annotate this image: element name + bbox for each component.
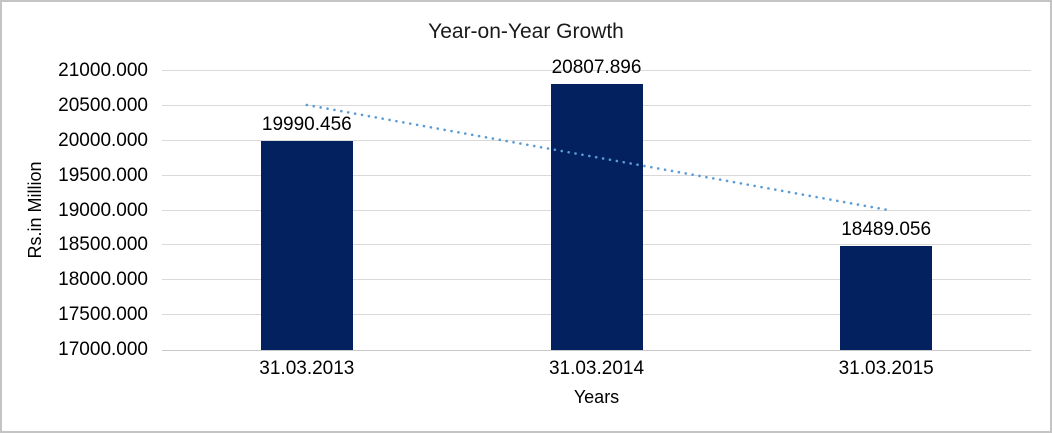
x-tick-label: 31.03.2015 xyxy=(838,358,934,379)
bar xyxy=(550,84,643,350)
gridline xyxy=(162,70,1031,71)
plot-area: 19990.456 20807.896 18489.056 xyxy=(162,57,1031,351)
x-axis-title: Years xyxy=(573,387,620,407)
x-axis-line xyxy=(162,350,1031,351)
y-tick-label: 17000.000 xyxy=(58,339,148,360)
y-tick-label: 19000.000 xyxy=(58,199,148,221)
y-tick-label: 21000.000 xyxy=(58,60,148,81)
chart-title: Year-on-Year Growth xyxy=(428,20,624,43)
bar-data-label: 20807.896 xyxy=(551,57,642,79)
y-tick-label: 17500.000 xyxy=(58,304,148,326)
x-tick-label: 31.03.2013 xyxy=(259,358,355,379)
trendline xyxy=(305,103,888,211)
y-tick-label: 20500.000 xyxy=(58,94,148,116)
bar xyxy=(260,141,353,350)
y-tick-label: 19500.000 xyxy=(58,164,148,186)
bar-data-label: 19990.456 xyxy=(261,114,352,136)
bar-data-label: 18489.056 xyxy=(841,219,932,241)
y-tick-label: 18500.000 xyxy=(58,234,148,256)
trendline-path xyxy=(305,103,888,211)
x-tick-label: 31.03.2014 xyxy=(548,358,645,379)
bar xyxy=(840,246,933,350)
y-tick-label: 20000.000 xyxy=(58,129,148,151)
y-tick-label: 18000.000 xyxy=(58,269,148,291)
